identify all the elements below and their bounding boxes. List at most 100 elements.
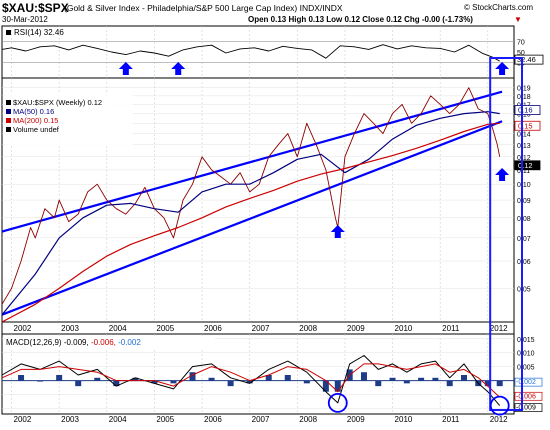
price-tick-label: 0.07 (517, 236, 531, 243)
price-value-tag (514, 160, 541, 171)
macd-histogram-bar (208, 377, 215, 381)
price-tick-label: 0.16 (517, 112, 531, 119)
price-arrow-icon (495, 168, 510, 181)
macd-value-histogram: -0.002 (118, 338, 141, 347)
macd-histogram-bar (322, 380, 329, 392)
year-label: 2006 (204, 324, 222, 333)
macd-histogram-bar (418, 377, 425, 381)
macd-value-tag-text: -0.002 (516, 379, 536, 386)
macd-histogram-bar (303, 380, 310, 384)
macd-histogram-bar (403, 380, 410, 384)
macd-histogram-bar (334, 380, 341, 392)
rsi-arrow-icon (171, 62, 186, 75)
macd-histogram-bar (37, 380, 44, 382)
macd-tick-label: 0.005 (517, 365, 535, 372)
year-label: 2007 (252, 324, 270, 333)
macd-signal-line (1, 363, 501, 398)
price-tick-label: 0.06 (517, 259, 531, 266)
rsi-tick-label: 50 (517, 50, 525, 57)
macd-low-circle (327, 392, 348, 413)
price-tick-label: 0.09 (517, 198, 531, 205)
macd-histogram-bar (75, 380, 82, 387)
year-label: 2003 (61, 415, 79, 424)
macd-histogram-bar (284, 375, 291, 381)
price-tick-label: 0.08 (517, 216, 531, 223)
macd-histogram-bar (227, 380, 234, 387)
price-line (1, 87, 501, 305)
macd-value-tag-text: -0.006 (516, 393, 536, 400)
channel-line (1, 120, 503, 316)
rsi-line (1, 44, 500, 62)
macd-low-circle (489, 395, 510, 416)
macd-histogram-bar (446, 380, 453, 387)
legend-swatch (6, 118, 11, 123)
price-arrow-icon (330, 225, 345, 238)
macd-histogram-bar (189, 372, 196, 381)
year-label: 2004 (109, 415, 127, 424)
macd-histogram-bar (460, 375, 467, 381)
highlight-box (489, 57, 523, 411)
year-label: 2005 (156, 324, 174, 333)
year-label: 2008 (299, 324, 317, 333)
price-tick-label: 0.14 (517, 132, 531, 139)
channel-line (1, 90, 503, 233)
chart-date: 30-Mar-2012 (2, 15, 48, 24)
year-label: 2010 (395, 415, 413, 424)
macd-histogram-bar (94, 377, 101, 381)
price-value-tag (514, 120, 541, 131)
price-value-tag-text: 0.12 (518, 161, 533, 170)
macd-histogram-bar (496, 380, 503, 387)
price-value-tag-text: 0.16 (518, 106, 533, 115)
macd-value-tag (514, 391, 543, 401)
macd-histogram-bar (246, 380, 253, 384)
legend-swatch (6, 127, 11, 132)
macd-histogram-bar (170, 380, 177, 384)
price-tick-label: 0.11 (517, 168, 530, 175)
price-tick-label: 0.10 (517, 182, 531, 189)
macd-histogram-bar (265, 375, 272, 381)
rsi-arrow-icon (495, 62, 510, 75)
legend-entry: $XAU:$SPX (Weekly) 0.12 (13, 98, 102, 107)
legend-swatch (6, 100, 11, 105)
rsi-value-tag (514, 54, 544, 65)
ma50-line (1, 111, 500, 316)
rsi-arrow-icon (118, 62, 133, 75)
year-label: 2004 (109, 324, 127, 333)
macd-histogram-bar (375, 380, 382, 387)
macd-title: MACD(12,26,9) -0.009, -0.006, -0.002 (6, 338, 141, 347)
macd-value-tag-text: -0.009 (516, 405, 536, 412)
rsi-tick-label: 70 (517, 40, 525, 47)
rsi-title-marker (6, 30, 11, 35)
macd-histogram-bar (389, 377, 396, 381)
year-label: 2003 (61, 324, 79, 333)
macd-histogram-bar (132, 377, 139, 381)
legend-entry: Volume undef (13, 125, 60, 134)
quote-line: Open 0.13 High 0.13 Low 0.12 Close 0.12 … (248, 15, 473, 24)
macd-histogram-bar (113, 380, 120, 387)
macd-line (1, 355, 501, 406)
macd-histogram-bar (18, 375, 25, 381)
year-label: 2008 (299, 415, 317, 424)
legend-entry: MA(200) 0.15 (13, 116, 58, 125)
quote-down-arrow: ▼ (514, 15, 522, 24)
price-value-tag-text: 0.15 (518, 121, 533, 130)
macd-tick-label: 0.015 (517, 337, 535, 344)
macd-value-tag (514, 403, 543, 412)
chart-symbol: $XAU:$SPX (2, 1, 69, 15)
macd-value-main: -0.009, (64, 338, 89, 347)
macd-title-text: MACD(12,26,9) (6, 338, 62, 347)
year-label: 2011 (442, 415, 460, 424)
price-tick-label: 0.13 (517, 143, 531, 150)
year-label: 2010 (395, 324, 413, 333)
year-label: 2005 (156, 415, 174, 424)
year-label: 2007 (252, 415, 270, 424)
macd-value-tag (514, 377, 543, 387)
macd-histogram-bar (360, 372, 367, 381)
macd-histogram-bar (484, 380, 491, 387)
legend-entry: MA(50) 0.16 (13, 107, 54, 116)
brand-label: © StockCharts.com (464, 3, 533, 12)
legend-swatch (6, 109, 11, 114)
year-label: 2006 (204, 415, 222, 424)
